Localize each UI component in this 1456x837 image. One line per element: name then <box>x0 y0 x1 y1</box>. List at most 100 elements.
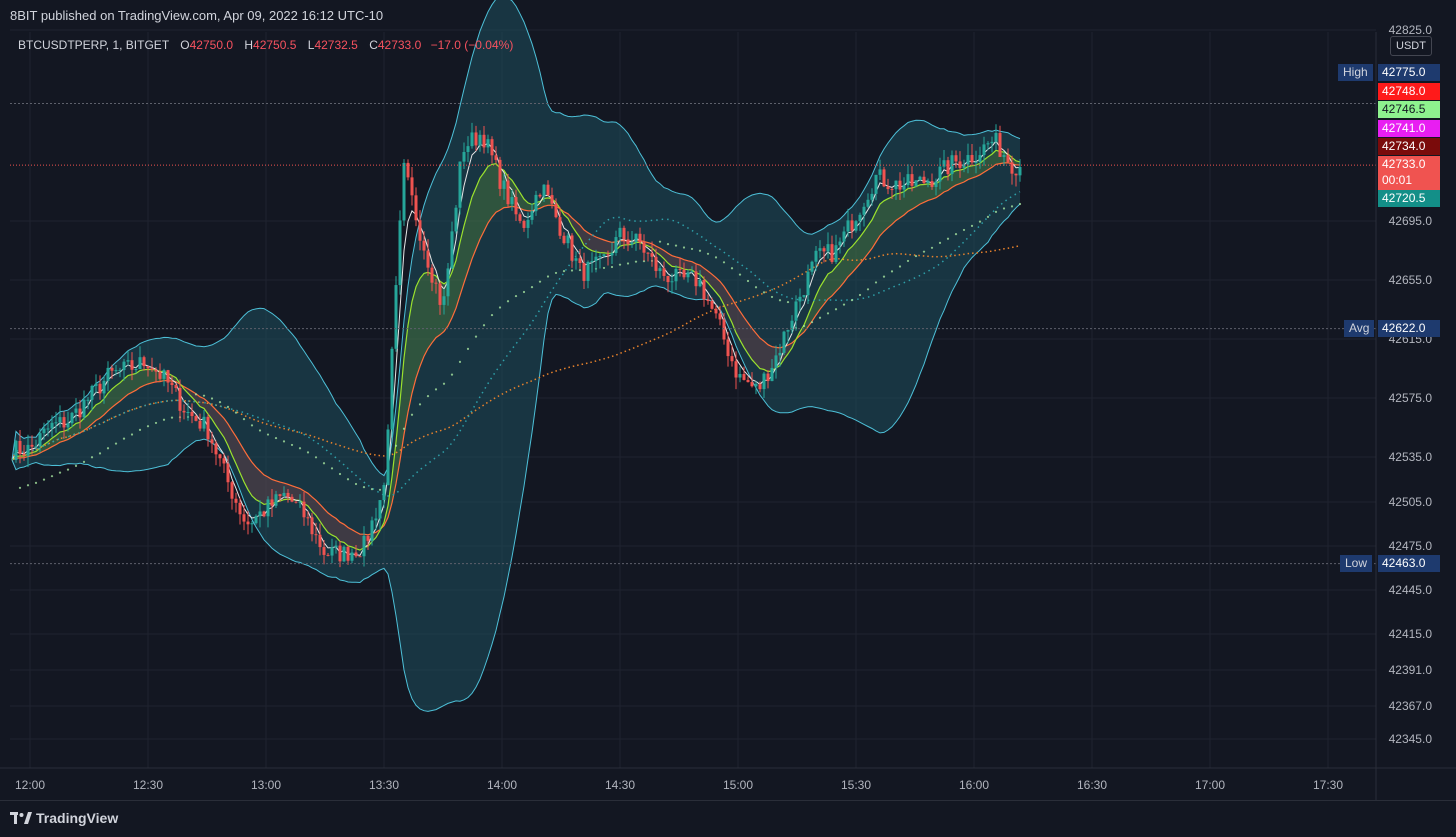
candle-body <box>266 499 270 517</box>
candle-body <box>590 260 594 262</box>
candle-body <box>382 485 386 501</box>
candle-body <box>646 252 650 254</box>
ema-cloud-segment <box>484 166 488 232</box>
open-label: O <box>180 38 190 52</box>
candle-body <box>750 382 754 387</box>
sar-dot <box>578 268 582 272</box>
candle-body <box>502 180 506 189</box>
ema-cloud-segment <box>352 529 356 549</box>
candle-body <box>678 268 682 270</box>
candle-body <box>338 545 342 562</box>
price-tag: 42733.0 00:01 <box>1378 156 1440 190</box>
sar-dot <box>66 468 70 471</box>
candle-body <box>362 535 366 557</box>
ema-cloud-segment <box>144 369 148 386</box>
ema-cloud-segment <box>100 398 104 419</box>
candle-body <box>614 237 618 253</box>
ema-cloud-segment <box>324 508 328 533</box>
candle-body <box>210 439 214 444</box>
sar-dot <box>450 373 454 376</box>
sar-dot <box>362 486 366 489</box>
y-tick-label: 42505.0 <box>1389 495 1433 509</box>
sar-dot <box>314 456 318 459</box>
sar-dot <box>58 471 62 474</box>
ema-cloud-segment <box>668 253 672 267</box>
candle-body <box>618 227 622 238</box>
y-tick-label: 42415.0 <box>1389 627 1433 641</box>
y-tick-label: 42445.0 <box>1389 583 1433 597</box>
candle-body <box>294 501 298 503</box>
candle-body <box>142 357 146 367</box>
sar-dot <box>322 462 326 465</box>
candle-body <box>662 268 666 276</box>
ema-cloud-segment <box>896 193 900 221</box>
candle-body <box>234 498 238 503</box>
candle-body <box>1002 155 1006 157</box>
candle-body <box>110 367 114 371</box>
candle-body <box>954 155 958 162</box>
sar-dot <box>746 279 750 283</box>
ema-cloud-segment <box>420 273 424 367</box>
candle-body <box>674 268 678 282</box>
currency-selector[interactable]: USDT <box>1390 36 1432 56</box>
y-tick-label: 42367.0 <box>1389 699 1433 713</box>
candle-body <box>554 203 558 218</box>
ema-cloud-segment <box>864 225 868 259</box>
ema-cloud-segment <box>860 231 864 264</box>
sar-dot <box>402 427 406 430</box>
candle-body <box>238 502 242 515</box>
candle-body <box>402 162 406 221</box>
candle-body <box>818 248 822 251</box>
symbol-name: BTCUSDTPERP, 1, BITGET <box>18 38 169 52</box>
sar-dot <box>770 295 774 299</box>
candle-body <box>610 252 614 256</box>
sar-dot <box>826 312 830 315</box>
x-tick-label: 17:30 <box>1313 778 1343 792</box>
ema-cloud-segment <box>468 197 472 271</box>
candle-body <box>998 132 1002 157</box>
candle-body <box>722 319 726 340</box>
sar-dot <box>154 421 158 425</box>
candle-body <box>206 416 210 440</box>
candle-body <box>62 417 66 428</box>
candle-body <box>682 269 686 278</box>
sar-dot <box>418 403 422 406</box>
price-tag: 42748.0 <box>1378 83 1440 100</box>
sar-dot <box>378 488 382 491</box>
sar-dot <box>266 433 270 436</box>
ema-cloud-segment <box>976 163 980 177</box>
ema-cloud-segment <box>252 462 256 500</box>
ema-cloud-segment <box>820 280 824 310</box>
candle-body <box>766 373 770 382</box>
candle-body <box>926 181 930 184</box>
candle-body <box>78 408 82 418</box>
ema-cloud-segment <box>196 393 200 407</box>
y-tick-label: 42535.0 <box>1389 450 1433 464</box>
sar-dot <box>434 388 438 391</box>
sar-dot <box>274 436 278 440</box>
candle-body <box>886 186 890 190</box>
sar-dot <box>394 444 398 447</box>
ema-cloud-segment <box>840 256 844 288</box>
candle-body <box>854 221 858 231</box>
candle-body <box>54 422 58 424</box>
candle-body <box>326 554 330 556</box>
candle-body <box>218 454 222 459</box>
candle-body <box>126 360 130 362</box>
candle-body <box>26 444 30 456</box>
candle-body <box>982 144 986 156</box>
candle-body <box>22 453 26 456</box>
price-tag: 42746.5 <box>1378 101 1440 118</box>
candle-body <box>642 242 646 253</box>
candle-body <box>102 380 106 394</box>
x-tick-label: 15:30 <box>841 778 871 792</box>
sar-dot <box>930 246 934 249</box>
sar-dot <box>290 443 294 447</box>
candle-body <box>158 371 162 379</box>
tradingview-brand[interactable]: TradingView <box>10 810 118 826</box>
candle-body <box>470 132 474 147</box>
candle-body <box>30 444 34 447</box>
candle-body <box>874 174 878 194</box>
tradingview-logo-icon <box>10 812 32 824</box>
